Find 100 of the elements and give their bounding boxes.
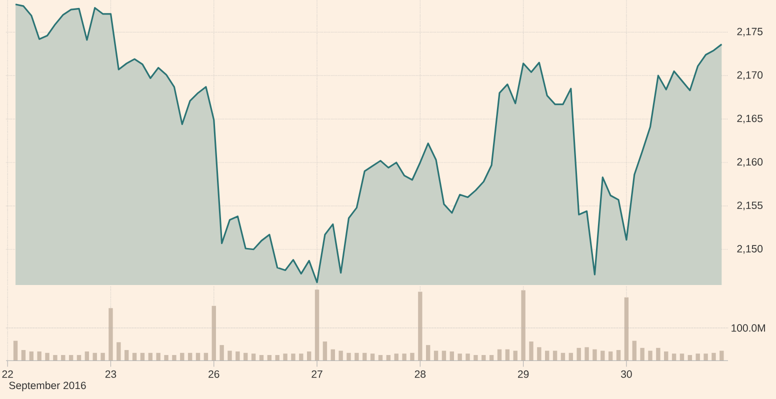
bar xyxy=(53,355,58,361)
bar xyxy=(244,352,248,361)
y-tick-label: 2,175 xyxy=(737,28,763,36)
bar xyxy=(116,342,121,361)
bar xyxy=(148,352,153,361)
bar xyxy=(513,350,518,361)
bar xyxy=(267,355,272,361)
bar xyxy=(442,350,446,361)
bar xyxy=(68,355,74,361)
bar xyxy=(450,351,454,361)
bar xyxy=(402,354,406,361)
bar xyxy=(418,292,422,361)
bar xyxy=(322,342,328,361)
bar xyxy=(283,354,288,361)
bar xyxy=(458,354,462,361)
bar xyxy=(45,352,50,361)
bar xyxy=(704,354,708,361)
bar xyxy=(505,349,510,361)
bar xyxy=(600,350,605,361)
bar xyxy=(426,345,430,361)
bar xyxy=(434,350,438,361)
bar xyxy=(672,354,676,361)
bar xyxy=(306,351,312,361)
bar xyxy=(188,352,192,361)
bar xyxy=(156,352,160,361)
bar xyxy=(394,354,398,361)
bar xyxy=(13,340,18,361)
bar xyxy=(560,352,566,361)
bar xyxy=(84,351,90,361)
bar xyxy=(712,352,716,361)
bar xyxy=(370,354,375,361)
x-tick-label: 28 xyxy=(414,370,426,378)
bar xyxy=(592,349,597,361)
bar xyxy=(521,290,526,361)
bar xyxy=(584,347,589,361)
bar xyxy=(299,354,304,361)
bar xyxy=(172,355,176,361)
x-tick-label: 30 xyxy=(621,370,632,378)
bar xyxy=(220,345,224,361)
bar xyxy=(338,350,343,361)
x-tick-label: 29 xyxy=(518,370,529,378)
bar xyxy=(474,355,478,361)
bar xyxy=(164,355,168,361)
bar xyxy=(92,352,97,361)
bar xyxy=(180,352,184,361)
bar xyxy=(354,352,359,361)
bar xyxy=(386,355,391,361)
bar xyxy=(108,308,113,361)
bar xyxy=(656,348,660,361)
bar xyxy=(648,350,652,361)
bar xyxy=(410,352,414,361)
bar xyxy=(362,352,367,361)
bar xyxy=(236,351,240,361)
bar xyxy=(529,342,534,361)
ref-line-label: 100.0M xyxy=(732,324,765,332)
x-tick-label: 27 xyxy=(312,370,322,378)
y-tick-label: 2,160 xyxy=(737,158,763,167)
bar xyxy=(624,297,629,361)
bar xyxy=(640,348,644,361)
bar xyxy=(720,350,724,361)
y-tick-label: 2,165 xyxy=(737,114,763,124)
bar xyxy=(259,355,264,361)
y-tick-label: 2,155 xyxy=(737,202,763,210)
bar xyxy=(608,351,613,361)
bar xyxy=(616,350,621,361)
bar xyxy=(132,352,137,361)
bar xyxy=(497,349,502,361)
x-tick-label: 23 xyxy=(105,370,116,378)
x-tick-label: 22 xyxy=(2,370,13,378)
bar xyxy=(688,355,692,361)
bar xyxy=(29,351,34,361)
bar xyxy=(664,351,668,361)
bar xyxy=(196,352,200,361)
bar xyxy=(251,354,256,361)
bar xyxy=(680,354,684,361)
bar xyxy=(100,352,105,361)
bar xyxy=(378,355,383,361)
bar xyxy=(552,350,558,361)
bar xyxy=(330,349,335,361)
bar xyxy=(346,352,351,361)
y-tick-label: 2,170 xyxy=(737,71,763,80)
bar xyxy=(61,355,66,361)
bar xyxy=(37,351,42,361)
bar xyxy=(466,354,470,361)
bar xyxy=(314,290,320,361)
bar xyxy=(576,348,581,361)
bar xyxy=(228,350,232,361)
bar xyxy=(140,352,145,361)
bar xyxy=(482,355,486,361)
bar xyxy=(632,340,636,361)
x-tick-label: 26 xyxy=(208,370,220,378)
bar xyxy=(545,350,550,361)
bar xyxy=(291,354,296,361)
bar xyxy=(275,355,280,361)
bar xyxy=(212,306,216,361)
bar xyxy=(124,350,129,361)
x-axis-title: September 2016 xyxy=(9,381,86,392)
y-tick-label: 2,150 xyxy=(737,245,763,254)
bar xyxy=(76,355,82,361)
bar xyxy=(537,347,542,361)
